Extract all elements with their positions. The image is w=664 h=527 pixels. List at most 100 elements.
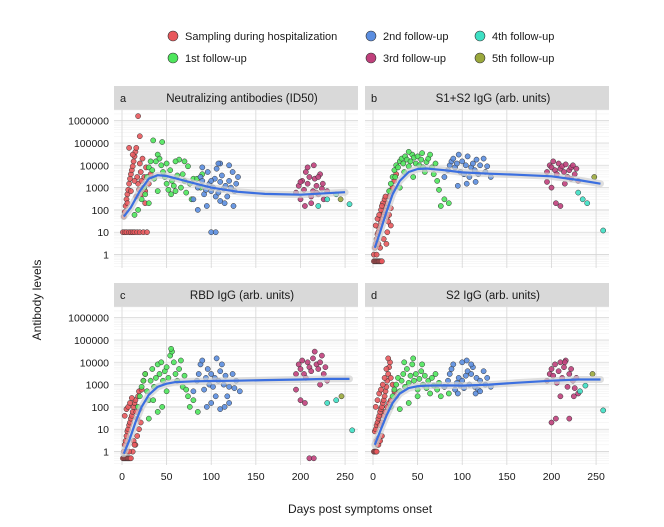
data-point [304,180,311,187]
data-point [412,371,419,377]
data-point [441,196,448,203]
data-point [212,193,219,200]
data-point [170,359,177,366]
data-point [299,357,306,364]
data-point [322,364,329,371]
y-tick-label: 10 [97,424,109,436]
data-point [381,375,388,381]
data-point [446,371,453,377]
data-point [427,151,433,158]
data-point [393,381,400,388]
data-point [544,179,550,185]
data-point [337,196,344,203]
data-point [154,188,161,194]
data-point [373,251,380,258]
data-point [181,158,188,165]
x-tick-label: 200 [543,471,561,483]
data-point [236,388,243,395]
data-point [387,375,394,381]
data-point [392,174,399,180]
data-point [400,371,407,377]
data-point [568,366,574,372]
data-point [484,375,491,381]
legend-swatch [474,52,486,64]
data-point [310,162,317,169]
data-point [168,191,174,198]
data-point [555,368,562,375]
data-point [374,397,381,404]
data-point [230,203,237,209]
panel-tag: b [371,93,377,105]
data-point [379,381,386,388]
data-point [128,455,134,462]
data-point [570,162,576,169]
data-point [179,171,186,178]
data-point [136,393,143,400]
data-point [203,404,210,410]
data-point [142,191,149,198]
data-point [419,150,425,156]
panel-title: S1+S2 IgG (arb. units) [436,93,551,105]
data-point [221,200,228,207]
y-tick-label: 1000 [86,183,110,195]
x-tick-label: 150 [498,471,516,483]
x-tick-label: 200 [292,471,310,483]
data-point [224,193,231,200]
y-tick-label: 10000 [80,357,109,369]
data-point [147,158,154,165]
data-point [472,179,479,185]
data-point [221,404,228,410]
data-point [315,366,322,372]
data-point [450,155,457,162]
data-point [208,371,215,377]
data-point [414,393,421,400]
data-point [185,163,191,170]
data-point [396,406,403,412]
panel-a: a Neutralizing antibodies (ID50) 1 10 100 100… [68,86,358,268]
data-point [376,212,383,218]
data-point [159,404,166,410]
data-point [319,352,325,359]
data-point [210,383,216,390]
data-point [427,390,433,397]
data-point [575,189,582,196]
data-point [459,158,466,165]
data-point [378,386,384,393]
data-point [153,375,159,381]
panel-tag: c [120,290,126,302]
legend-swatch [365,30,377,42]
panel-strip [114,86,358,110]
x-tick-label: 50 [412,471,424,483]
data-point [591,174,598,180]
smooth-line [122,174,346,218]
data-point [165,186,172,193]
data-point [315,203,322,209]
data-point [233,180,240,187]
data-point [149,366,156,372]
legend-item: 4th follow-up [474,30,554,43]
data-point [226,400,232,406]
data-point [561,364,567,371]
data-point [338,393,345,400]
data-point [163,364,170,371]
data-point [400,160,407,167]
data-point [418,156,425,163]
data-point [319,180,326,187]
data-point [579,196,586,203]
data-point [384,229,391,236]
data-point [145,200,152,207]
data-point [383,366,390,372]
data-point [407,372,414,379]
data-point [480,368,487,375]
data-point [484,163,491,170]
legend-item: 2nd follow-up [365,30,448,43]
panel-title: Neutralizing antibodies (ID50) [166,93,318,105]
data-point [163,160,170,167]
data-point [212,393,219,400]
data-point [229,169,236,175]
data-point [145,415,152,422]
data-point [387,222,394,229]
data-point [185,393,191,400]
y-tick-label: 100000 [74,335,109,347]
data-point [213,355,220,362]
